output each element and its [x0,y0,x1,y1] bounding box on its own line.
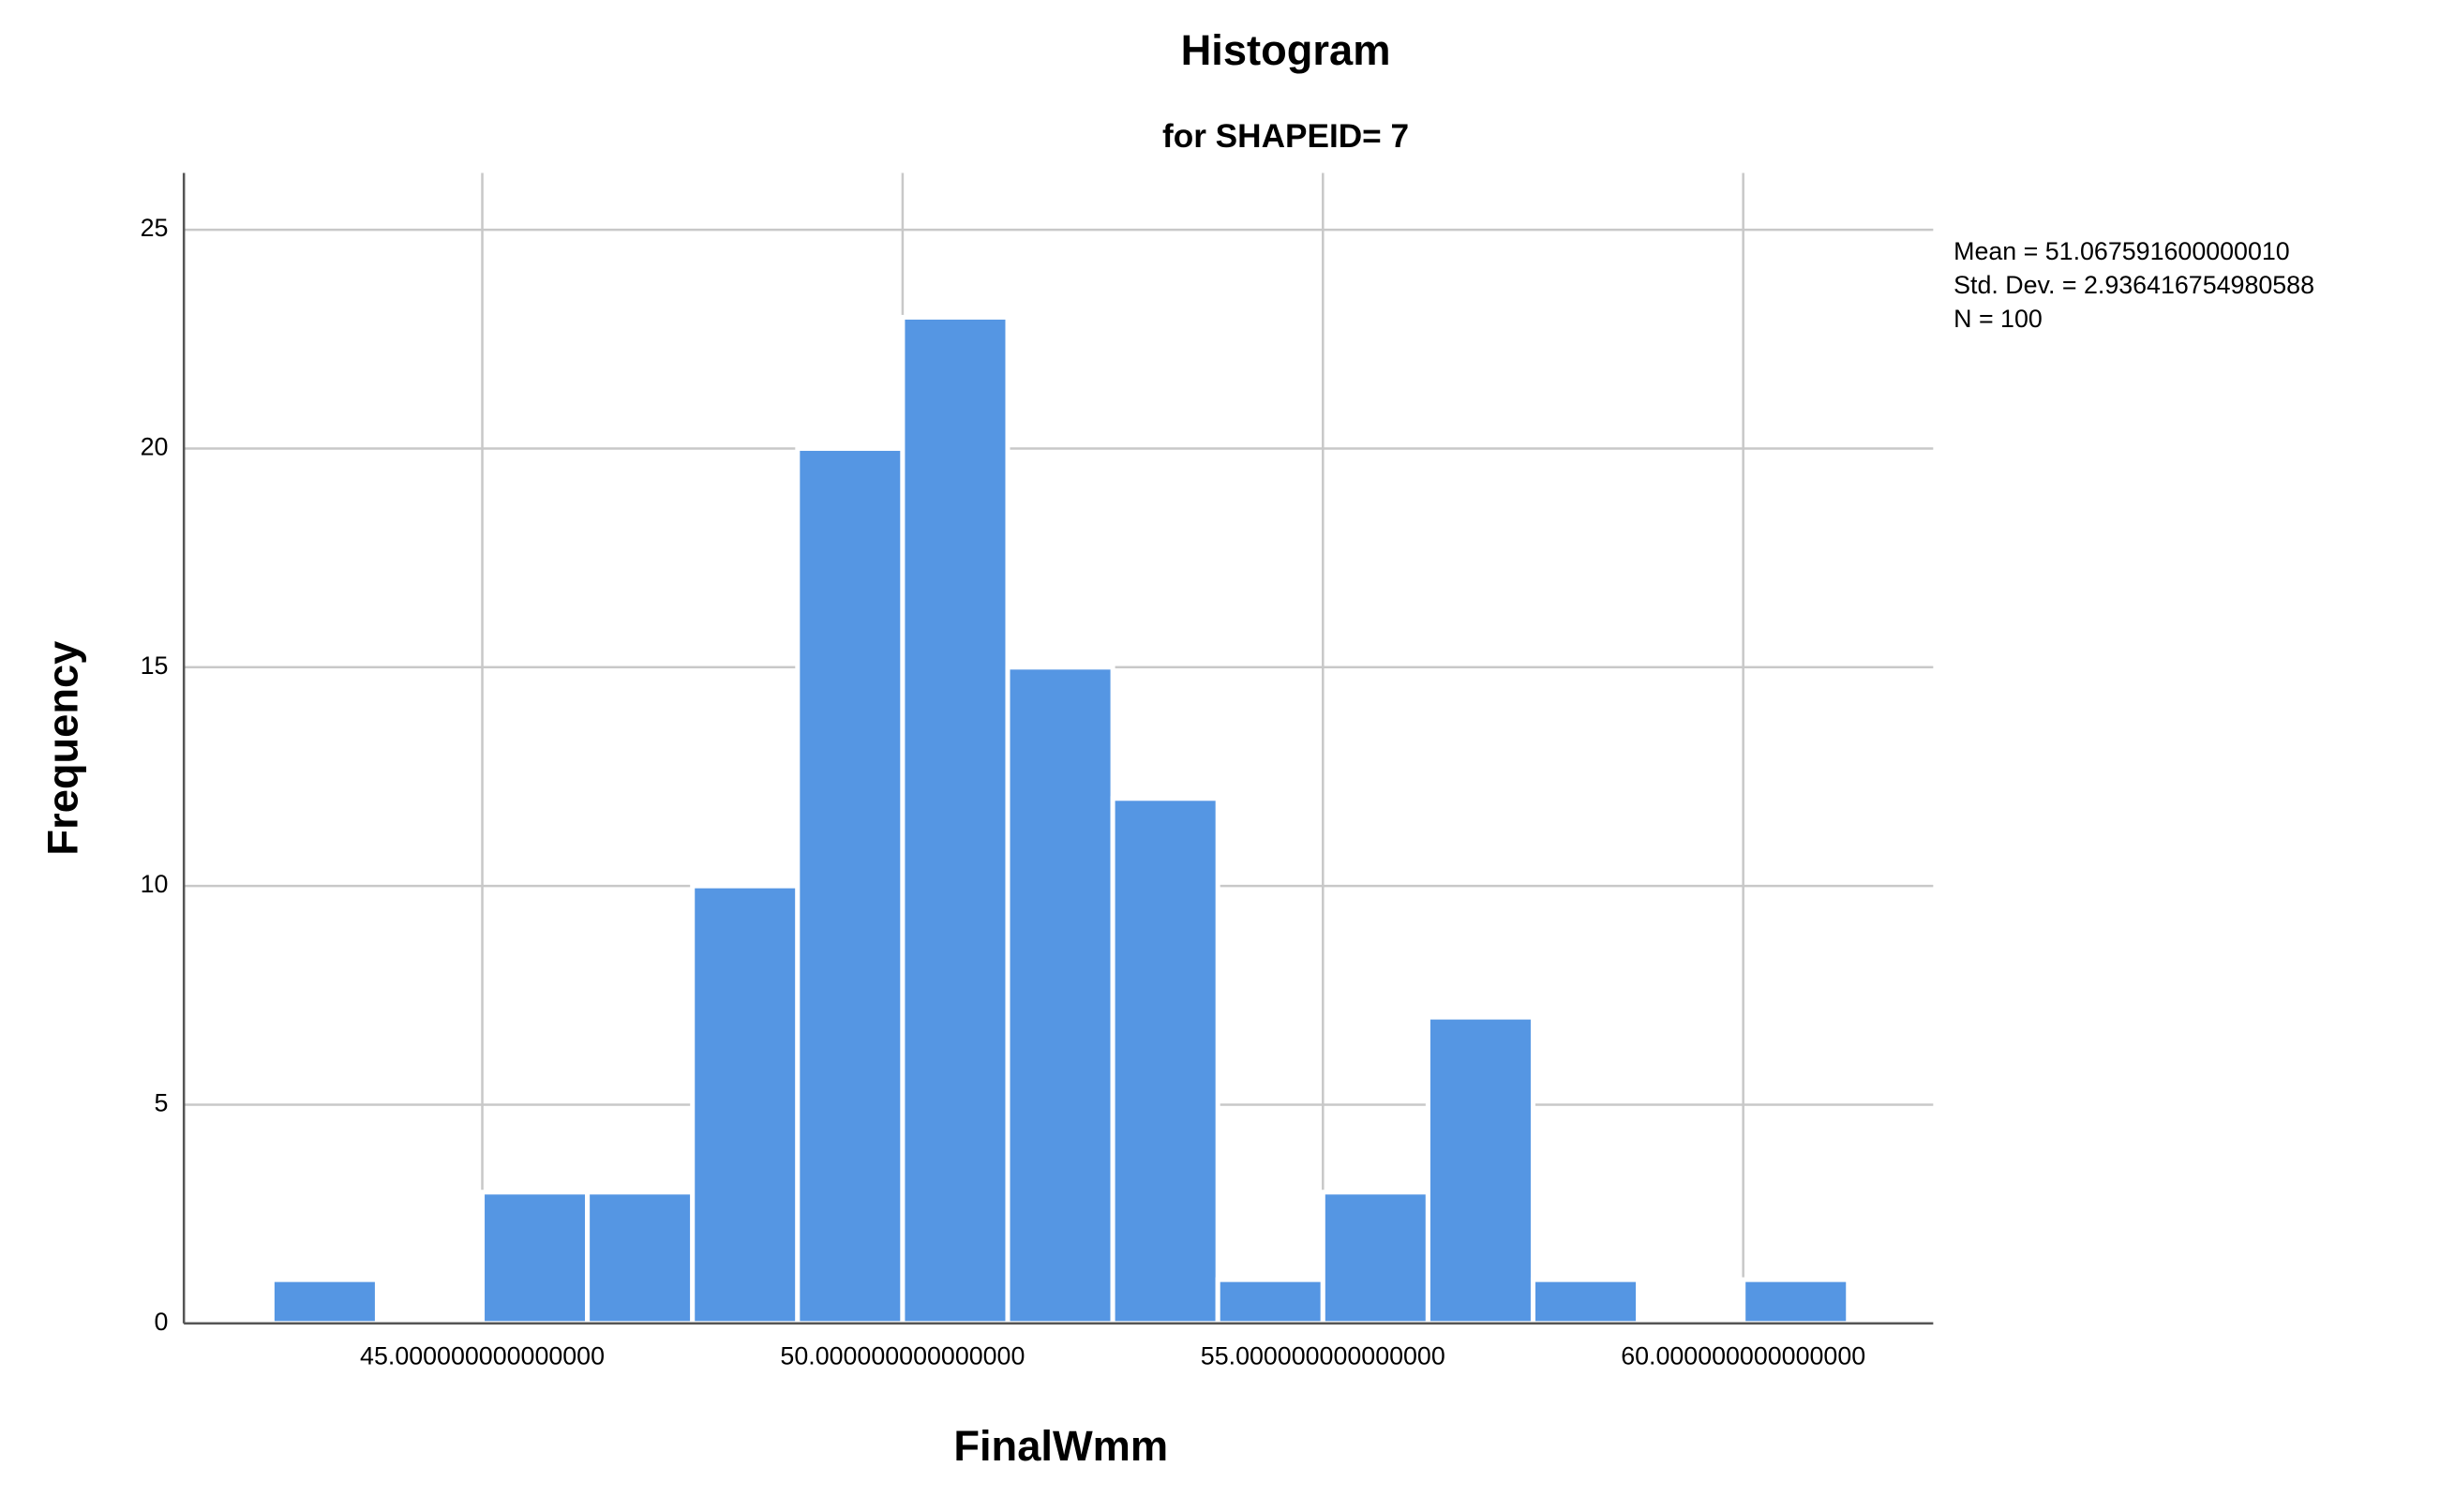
bar [1741,1277,1851,1326]
y-tick-label: 20 [141,433,169,461]
bar [1425,1014,1535,1326]
chart-title: Histogram [1181,26,1391,74]
chart-subtitle: for SHAPEID= 7 [1162,118,1409,155]
bar [1110,796,1220,1326]
x-tick-label: 55.000000000000000 [1201,1342,1445,1370]
bar [690,883,801,1326]
stats-annotation: N = 100 [1954,305,2043,333]
bar [795,445,906,1326]
y-tick-label: 10 [141,870,169,898]
x-tick-label: 45.000000000000000 [360,1342,605,1370]
y-tick-label: 15 [141,651,169,680]
bar [1215,1277,1325,1326]
bar [585,1190,696,1326]
bar [1530,1277,1641,1326]
stats-annotation: Mean = 51.067591600000010 [1954,237,2290,265]
bar [1005,665,1115,1326]
bar [480,1190,591,1326]
stats-annotation: Std. Dev. = 2.936416754980588 [1954,271,2314,299]
bar [269,1277,380,1326]
x-tick-label: 50.000000000000000 [780,1342,1025,1370]
y-tick-label: 5 [154,1089,168,1117]
x-tick-label: 60.000000000000000 [1621,1342,1865,1370]
bar [1320,1190,1430,1326]
y-tick-label: 25 [141,214,169,242]
x-axis-label: FinalWmm [953,1422,1168,1470]
bar [900,314,1010,1326]
y-axis-label: Frequency [38,641,86,856]
y-tick-label: 0 [154,1308,168,1336]
